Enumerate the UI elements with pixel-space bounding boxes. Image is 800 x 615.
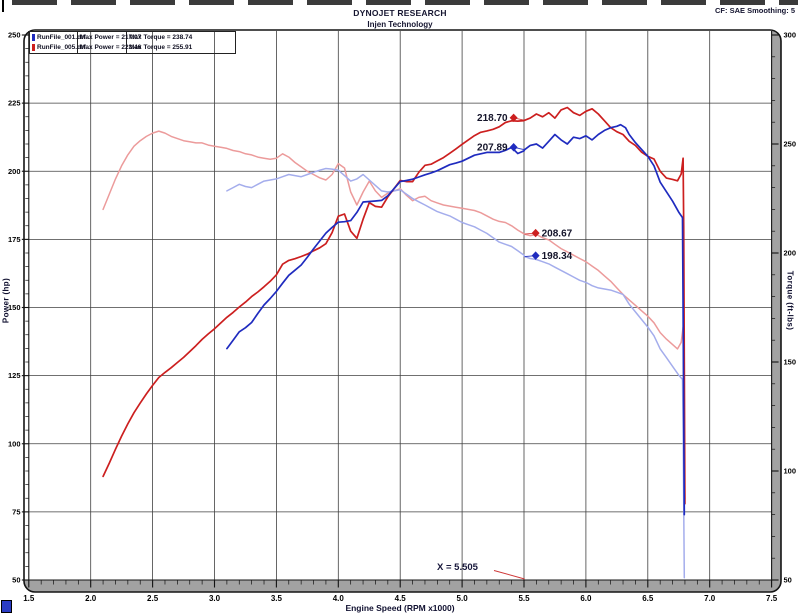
legend-swatch-blue bbox=[32, 33, 35, 41]
legend-max-torque: Max Torque = 238.74 bbox=[129, 33, 193, 41]
annotation-diamond-marker[interactable] bbox=[509, 143, 518, 152]
legend-divider bbox=[77, 32, 78, 53]
legend-box: RunFile_001.drf Max Power = 217.07 Max T… bbox=[29, 31, 236, 54]
annotation-diamond-marker[interactable] bbox=[509, 113, 518, 122]
power-tick-label: 250 bbox=[8, 31, 21, 40]
x-tick-label: 2.0 bbox=[85, 594, 97, 603]
legend-file-name: RunFile_001.drf bbox=[37, 33, 86, 41]
chart-title: DYNOJET RESEARCH bbox=[353, 8, 447, 18]
legend-divider bbox=[126, 32, 127, 53]
power-tick-label: 225 bbox=[8, 99, 21, 108]
x-tick-label: 3.5 bbox=[271, 594, 283, 603]
curve-runfile-001-drf-torque bbox=[226, 167, 686, 579]
x-tick-label: 7.0 bbox=[704, 594, 716, 603]
cursor-leader-line bbox=[493, 570, 525, 580]
frame-shadow-strips bbox=[24, 30, 781, 592]
top-left-artifact bbox=[2, 0, 4, 12]
tick-labels: 1.5 2.0 2.5 3.0 3.5 4.0 4.5 5.0 5.5 6.0 6.5 7.0 7.5 2… bbox=[8, 31, 796, 603]
power-tick-label: 100 bbox=[8, 439, 21, 448]
x-axis-title: Engine Speed (RPM x1000) bbox=[345, 603, 455, 613]
torque-tick-label: 100 bbox=[784, 467, 797, 476]
y-axis-title-torque: Torque (ft-lbs) bbox=[785, 270, 795, 331]
x-tick-label: 4.5 bbox=[395, 594, 407, 603]
plot-frame-bg bbox=[24, 30, 781, 592]
power-tick-label: 175 bbox=[8, 235, 21, 244]
axis-lines bbox=[28, 31, 773, 581]
power-tick-label: 150 bbox=[8, 303, 21, 312]
y-axis-title-power: Power (hp) bbox=[1, 277, 11, 324]
x-tick-label: 1.5 bbox=[23, 594, 35, 603]
legend-file-name: RunFile_005.drf bbox=[37, 43, 86, 51]
axis-ticks bbox=[21, 34, 779, 588]
power-tick-label: 125 bbox=[8, 371, 21, 380]
legend-row-runfile-005[interactable]: RunFile_005.drf Max Power = 223.46 Max T… bbox=[30, 42, 235, 52]
dyno-curves bbox=[102, 106, 686, 579]
chart-subtitle: Injen Technology bbox=[367, 20, 433, 29]
legend-row-runfile-001[interactable]: RunFile_001.drf Max Power = 217.07 Max T… bbox=[30, 32, 235, 42]
legend-max-power: Max Power = 217.07 bbox=[80, 33, 142, 41]
x-tick-label: 2.5 bbox=[147, 594, 159, 603]
annotation-value: 218.70 bbox=[477, 113, 508, 124]
legend-swatch-red bbox=[32, 43, 35, 51]
gridlines bbox=[28, 31, 772, 580]
x-tick-label: 5.5 bbox=[518, 594, 530, 603]
torque-tick-label: 150 bbox=[784, 358, 797, 367]
cursor-x-label: X = 5.505 bbox=[437, 562, 478, 573]
annotation-value: 207.89 bbox=[477, 142, 508, 153]
x-tick-label: 4.0 bbox=[333, 594, 345, 603]
taskbar-artifact-icon bbox=[1, 600, 12, 613]
torque-tick-label: 200 bbox=[784, 249, 797, 258]
annotation-value: 208.67 bbox=[542, 228, 573, 239]
torque-tick-label: 50 bbox=[784, 576, 792, 585]
power-tick-label: 50 bbox=[12, 576, 20, 585]
x-tick-label: 7.5 bbox=[766, 594, 778, 603]
plot-frame-border bbox=[23, 29, 782, 593]
x-tick-label: 3.0 bbox=[209, 594, 221, 603]
window-top-artifact bbox=[12, 0, 798, 5]
legend-max-torque: Max Torque = 255.91 bbox=[129, 43, 193, 51]
annotation-diamond-marker[interactable] bbox=[531, 228, 540, 238]
legend-max-power: Max Power = 223.46 bbox=[80, 43, 142, 51]
x-tick-label: 6.0 bbox=[580, 594, 592, 603]
correction-smoothing-label: CF: SAE Smoothing: 5 bbox=[715, 6, 795, 15]
power-tick-label: 75 bbox=[12, 507, 20, 516]
power-tick-label: 200 bbox=[8, 167, 21, 176]
x-tick-label: 5.0 bbox=[457, 594, 469, 603]
curve-runfile-001-drf-power bbox=[226, 123, 686, 516]
annotation-value: 198.34 bbox=[542, 251, 573, 262]
annotation-diamond-marker[interactable] bbox=[531, 251, 540, 260]
torque-tick-label: 300 bbox=[784, 31, 797, 40]
curve-runfile-005-drf-torque bbox=[102, 130, 686, 501]
torque-tick-label: 250 bbox=[784, 140, 797, 149]
curve-runfile-005-drf-power bbox=[102, 106, 686, 505]
x-tick-label: 6.5 bbox=[642, 594, 654, 603]
